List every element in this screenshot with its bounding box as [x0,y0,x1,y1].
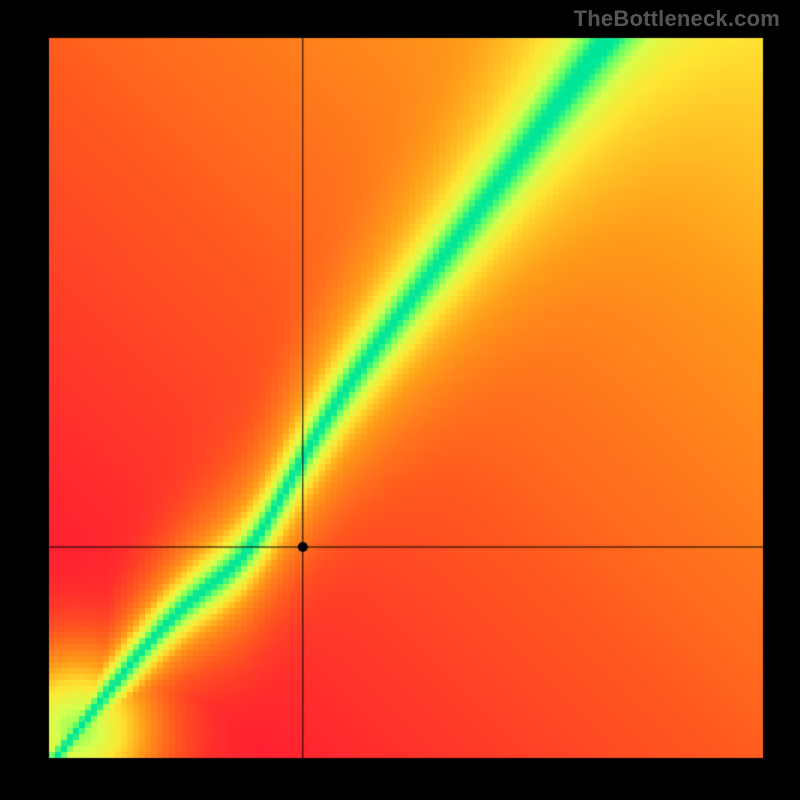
bottleneck-heatmap-canvas [0,0,800,800]
watermark-brand: TheBottleneck.com [574,6,780,32]
